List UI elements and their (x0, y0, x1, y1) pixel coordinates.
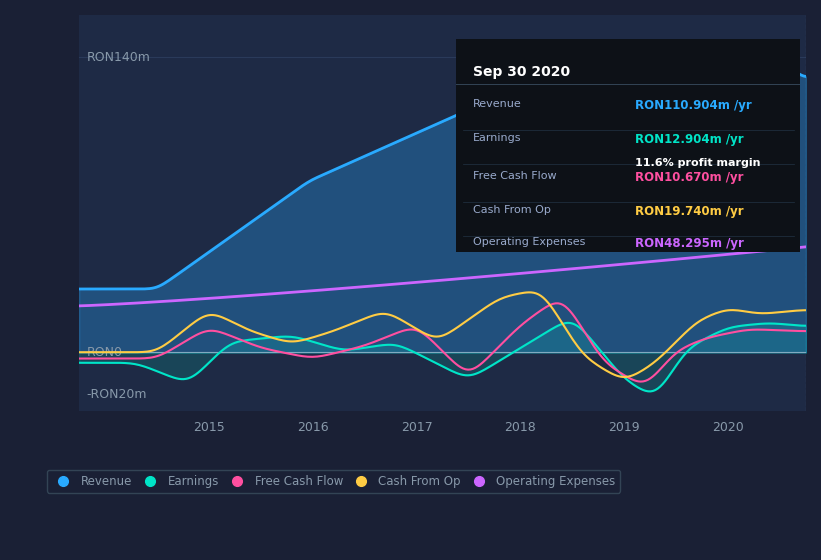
Text: RON110.904m /yr: RON110.904m /yr (635, 99, 752, 112)
Legend: Revenue, Earnings, Free Cash Flow, Cash From Op, Operating Expenses: Revenue, Earnings, Free Cash Flow, Cash … (47, 470, 620, 492)
Text: 11.6% profit margin: 11.6% profit margin (635, 158, 760, 169)
Text: Operating Expenses: Operating Expenses (473, 237, 585, 247)
Text: Sep 30 2020: Sep 30 2020 (473, 65, 570, 79)
Text: RON19.740m /yr: RON19.740m /yr (635, 205, 744, 218)
Text: Revenue: Revenue (473, 99, 521, 109)
Text: RON48.295m /yr: RON48.295m /yr (635, 237, 744, 250)
Text: RON10.670m /yr: RON10.670m /yr (635, 171, 744, 184)
Text: -RON20m: -RON20m (86, 388, 147, 401)
Text: RON12.904m /yr: RON12.904m /yr (635, 133, 744, 146)
Text: Cash From Op: Cash From Op (473, 205, 551, 215)
Text: Earnings: Earnings (473, 133, 521, 143)
Text: RON140m: RON140m (86, 50, 150, 64)
Text: RON0: RON0 (86, 346, 122, 359)
Text: Free Cash Flow: Free Cash Flow (473, 171, 557, 181)
